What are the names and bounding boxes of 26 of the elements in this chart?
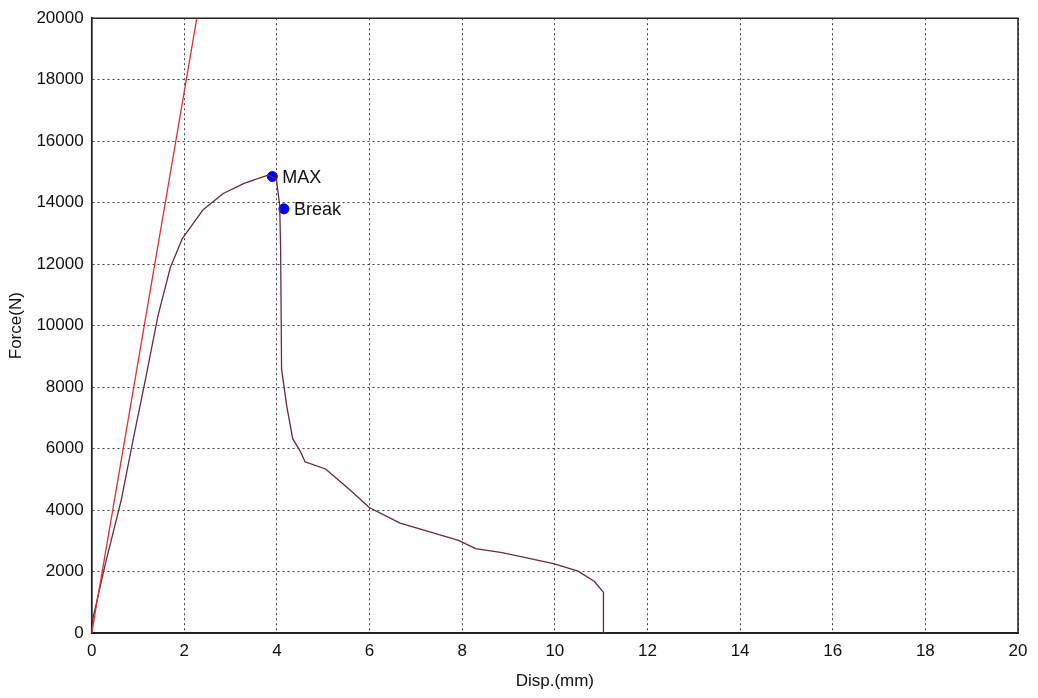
y-tick-label: 8000 <box>45 376 84 396</box>
x-axis-title: Disp.(mm) <box>515 671 595 691</box>
y-tick-label: 0 <box>74 622 84 642</box>
x-tick-label: 2 <box>179 641 190 661</box>
y-tick-label: 6000 <box>45 438 84 458</box>
x-tick-label: 14 <box>730 641 750 661</box>
y-tick-label: 4000 <box>45 499 84 519</box>
y-tick-label: 14000 <box>36 192 84 212</box>
x-tick-label: 12 <box>638 641 657 661</box>
y-tick-label: 2000 <box>45 561 84 581</box>
y-tick-label: 10000 <box>36 315 84 335</box>
x-tick-label: 10 <box>545 641 565 661</box>
x-tick-label: 6 <box>364 641 375 661</box>
y-tick-label: 18000 <box>36 69 84 89</box>
x-tick-label: 16 <box>823 641 843 661</box>
y-tick-label: 12000 <box>36 253 84 273</box>
x-tick-label: 20 <box>1008 641 1028 661</box>
annotation: MAX <box>282 166 322 187</box>
y-tick-label: 20000 <box>36 7 84 27</box>
y-axis-title: Force(N) <box>5 292 25 360</box>
y-tick-label: 16000 <box>36 130 84 150</box>
annotation: Break <box>293 198 342 219</box>
x-tick-label: 18 <box>915 641 935 661</box>
x-tick-label: 8 <box>457 641 467 661</box>
x-tick-label: 0 <box>86 641 97 661</box>
x-tick-label: 4 <box>272 641 282 661</box>
